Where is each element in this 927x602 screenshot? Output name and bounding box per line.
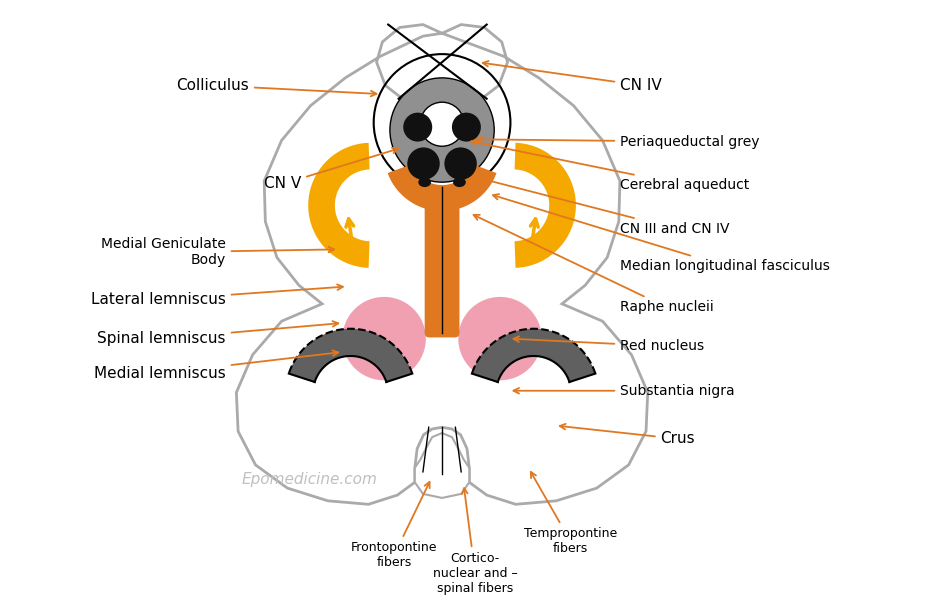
Polygon shape: [514, 143, 576, 268]
Polygon shape: [414, 433, 469, 498]
Polygon shape: [387, 164, 497, 211]
Circle shape: [407, 147, 439, 180]
Text: Tempropontine
fibers: Tempropontine fibers: [524, 472, 617, 556]
Circle shape: [458, 297, 541, 380]
Ellipse shape: [453, 177, 466, 187]
Text: CN III and CN IV: CN III and CN IV: [484, 178, 730, 235]
Text: Periaqueductal grey: Periaqueductal grey: [477, 135, 759, 149]
Text: CN V: CN V: [264, 147, 398, 191]
Polygon shape: [236, 25, 648, 504]
Polygon shape: [472, 329, 595, 382]
Text: Cortico-
nuclear and –
spinal fibers: Cortico- nuclear and – spinal fibers: [433, 488, 517, 595]
Circle shape: [403, 113, 432, 141]
Circle shape: [390, 78, 494, 182]
Circle shape: [451, 113, 481, 141]
Circle shape: [342, 297, 425, 380]
Text: Lateral lemniscus: Lateral lemniscus: [91, 284, 343, 307]
Polygon shape: [309, 143, 370, 268]
Text: Cerebral aqueduct: Cerebral aqueduct: [471, 140, 749, 192]
Text: Medial Geniculate
Body: Medial Geniculate Body: [101, 237, 334, 267]
Text: Medial lemniscus: Medial lemniscus: [95, 350, 338, 381]
Polygon shape: [289, 329, 413, 382]
Text: CN IV: CN IV: [483, 61, 662, 93]
Text: Substantia nigra: Substantia nigra: [514, 383, 734, 398]
Text: Epomedicine.com: Epomedicine.com: [242, 472, 378, 487]
Text: Colliculus: Colliculus: [176, 78, 376, 96]
Text: Crus: Crus: [560, 424, 695, 446]
Text: Raphe nucleii: Raphe nucleii: [474, 215, 714, 314]
Text: Frontopontine
fibers: Frontopontine fibers: [350, 482, 438, 569]
Text: Red nucleus: Red nucleus: [514, 337, 705, 353]
Ellipse shape: [418, 177, 431, 187]
Circle shape: [420, 102, 464, 146]
Text: Spinal lemniscus: Spinal lemniscus: [97, 321, 338, 346]
Text: Median longitudinal fasciculus: Median longitudinal fasciculus: [493, 194, 830, 273]
FancyBboxPatch shape: [425, 195, 460, 338]
Circle shape: [444, 147, 476, 180]
